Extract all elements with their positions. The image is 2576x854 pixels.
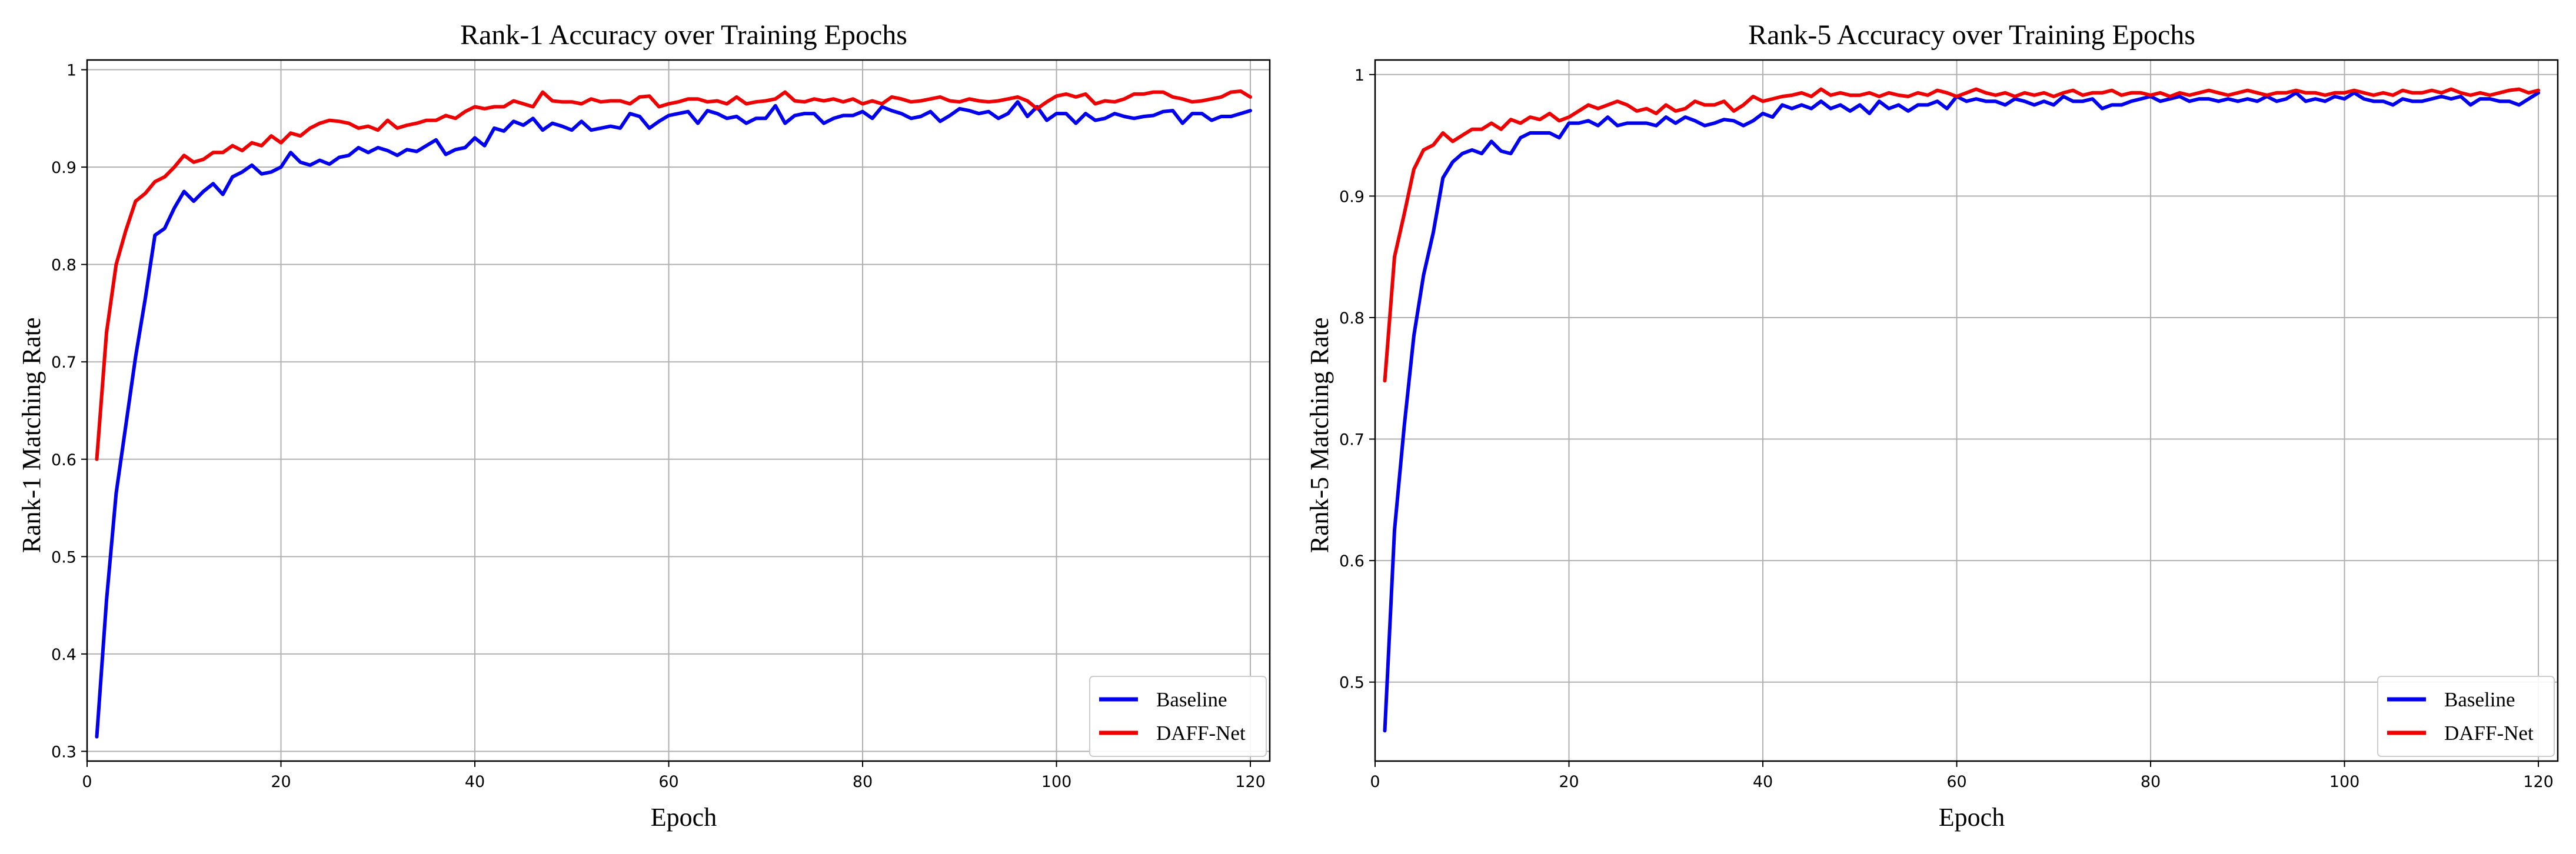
x-axis-label: Epoch (1939, 803, 2005, 832)
x-tick-label: 60 (1946, 773, 1966, 791)
series-line-daff-net (1383, 87, 2540, 383)
legend-label-baseline: Baseline (1156, 688, 1227, 711)
x-tick-label: 0 (82, 773, 92, 791)
plot-frame (1374, 59, 2559, 762)
series-lines (1383, 87, 2540, 733)
x-tick-label: 0 (1370, 773, 1380, 791)
x-tick-label: 100 (2329, 773, 2360, 791)
y-tick-label: 1 (1354, 66, 1364, 85)
x-tick-label: 80 (853, 773, 873, 791)
plot-frame (86, 59, 1271, 762)
y-axis-label: Rank-1 Matching Rate (17, 318, 46, 553)
axis-ticks: 0 20 40 60 80 100 120 0.3 0.4 0.5 0.6 0.7 0.8 0.9 1 (51, 62, 1266, 791)
x-tick-label: 20 (271, 773, 291, 791)
y-tick-label: 0.8 (1339, 309, 1364, 328)
x-tick-label: 120 (2523, 773, 2554, 791)
y-tick-label: 0.7 (51, 353, 76, 372)
series-line-baseline (95, 100, 1252, 739)
grid (86, 60, 1270, 761)
grid (1374, 60, 2558, 761)
chart-title: Rank-1 Accuracy over Training Epochs (460, 19, 907, 51)
x-tick-label: 40 (1753, 773, 1773, 791)
y-tick-label: 0.6 (51, 451, 76, 469)
y-tick-label: 0.7 (1339, 431, 1364, 449)
x-tick-label: 60 (658, 773, 678, 791)
chart-title: Rank-5 Accuracy over Training Epochs (1748, 19, 2195, 51)
x-tick-label: 120 (1235, 773, 1266, 791)
y-tick-label: 0.5 (1339, 674, 1364, 692)
legend-box (2377, 676, 2555, 757)
x-tick-label: 80 (2141, 773, 2161, 791)
y-tick-label: 0.6 (1339, 552, 1364, 571)
x-tick-label: 100 (1041, 773, 1072, 791)
legend-box (1089, 676, 1267, 757)
axis-ticks: 0 20 40 60 80 100 120 0.5 0.6 0.7 0.8 0.9 1 (1339, 66, 2554, 791)
x-tick-label: 20 (1559, 773, 1579, 791)
y-tick-label: 1 (66, 62, 76, 80)
legend: Baseline DAFF-Net (1089, 676, 1267, 757)
y-axis-label: Rank-5 Matching Rate (1305, 318, 1334, 553)
rank5-accuracy-chart: Rank-5 Accuracy over Training Epochs Epo… (1305, 19, 2559, 832)
x-axis-label: Epoch (651, 803, 717, 832)
legend-label-daff-net: DAFF-Net (1156, 722, 1246, 745)
legend-label-daff-net: DAFF-Net (2444, 722, 2534, 745)
y-tick-label: 0.5 (51, 548, 76, 566)
series-line-baseline (1383, 91, 2540, 733)
rank1-accuracy-chart: Rank-1 Accuracy over Training Epochs Epo… (17, 19, 1271, 832)
y-tick-label: 0.8 (51, 256, 76, 275)
series-lines (95, 89, 1252, 739)
legend: Baseline DAFF-Net (2377, 676, 2555, 757)
x-tick-label: 40 (465, 773, 485, 791)
y-tick-label: 0.3 (51, 743, 76, 761)
legend-label-baseline: Baseline (2444, 688, 2515, 711)
series-line-daff-net (95, 89, 1252, 461)
y-tick-label: 0.4 (51, 646, 76, 664)
y-tick-label: 0.9 (1339, 188, 1364, 206)
y-tick-label: 0.9 (51, 159, 76, 177)
